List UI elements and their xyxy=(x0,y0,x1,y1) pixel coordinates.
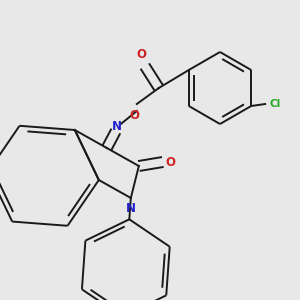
Text: N: N xyxy=(112,119,122,133)
Text: N: N xyxy=(126,202,136,215)
Text: O: O xyxy=(166,155,176,169)
Text: O: O xyxy=(137,48,147,61)
Text: O: O xyxy=(130,109,140,122)
Text: Cl: Cl xyxy=(269,99,281,109)
